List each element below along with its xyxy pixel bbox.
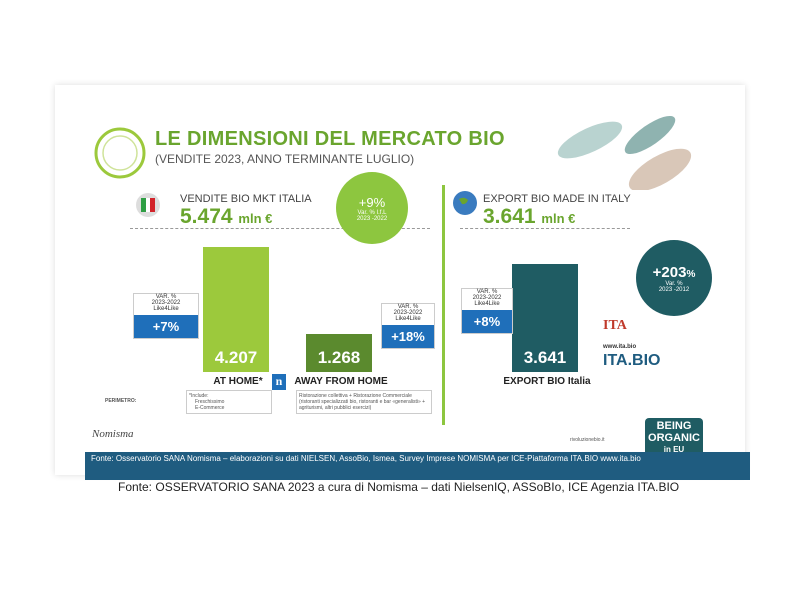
perimetro: PERIMETRO: xyxy=(105,398,137,404)
var-note: Like4Like xyxy=(395,316,421,322)
growth-suffix: % xyxy=(686,268,696,280)
nomisma-icon: n xyxy=(272,374,286,390)
line: BEING xyxy=(656,420,692,432)
nomisma-logo: Nomisma xyxy=(92,428,134,440)
growth-note: Var. % xyxy=(665,280,683,287)
away-note: Ristorazione collettiva + Ristorazione C… xyxy=(296,390,432,414)
line: ORGANIC xyxy=(648,432,700,444)
subtitle: (VENDITE 2023, ANNO TERMINANTE LUGLIO) xyxy=(155,152,415,166)
note-line: E-Commerce xyxy=(195,405,225,411)
globe-icon xyxy=(453,191,477,215)
var-box: VAR. % 2023-2022 Like4Like +8% xyxy=(461,288,513,334)
bio-logo xyxy=(94,127,146,179)
separator xyxy=(442,185,445,425)
var-title: VAR. % xyxy=(155,294,177,300)
footer: Fonte: Osservatorio SANA Nomisma – elabo… xyxy=(85,452,750,480)
unit: mln € xyxy=(541,211,576,226)
var-box: VAR. % 2023-2022 Like4Like +18% xyxy=(381,303,435,349)
var-note: Like4Like xyxy=(474,301,500,307)
growth-note: Var. % I.f.L xyxy=(357,209,387,216)
var-value: +8% xyxy=(462,310,512,333)
growth-value: +9% xyxy=(358,194,386,210)
category-label: EXPORT BIO Italia xyxy=(503,376,591,387)
var-period: 2023-2022 xyxy=(393,310,423,316)
var-value: +18% xyxy=(382,325,434,348)
var-title: VAR. % xyxy=(476,289,498,295)
leaves xyxy=(557,115,692,190)
divider xyxy=(460,228,630,229)
export-total: 3.641 mln € xyxy=(483,205,575,229)
value: 3.641 xyxy=(483,205,536,228)
line: in EU xyxy=(663,445,685,454)
export-growth-circle: +203% Var. % 2023 -2012 xyxy=(636,240,712,316)
caption: Fonte: OSSERVATORIO SANA 2023 a cura di … xyxy=(118,480,680,494)
growth-period: 2023 -2022 xyxy=(356,215,388,222)
italia-total: 5.474 mln € xyxy=(180,205,272,229)
growth-circle: +9% Var. % I.f.L 2023 -2022 xyxy=(336,172,408,244)
bar: 1.268 xyxy=(306,334,372,372)
value-label: 4.207 xyxy=(214,347,258,367)
flag-icon xyxy=(136,193,160,217)
divider xyxy=(130,228,430,229)
site: rivoluzionebio.it xyxy=(570,437,605,443)
title: LE DIMENSIONI DEL MERCATO BIO xyxy=(155,128,505,150)
note-line: Freschissimo xyxy=(195,399,225,405)
note-line: *Include: xyxy=(189,393,209,399)
category-label: AT HOME* xyxy=(213,376,263,387)
value-label: 1.268 xyxy=(317,347,361,367)
italia-label: VENDITE BIO MKT ITALIA xyxy=(180,193,312,205)
category-label: AWAY FROM HOME xyxy=(294,376,388,387)
growth-period: 2023 -2012 xyxy=(658,286,690,293)
growth-value: +203 xyxy=(652,263,687,281)
var-period: 2023-2022 xyxy=(472,295,502,301)
value-label: 3.641 xyxy=(523,347,567,367)
at-home-note: *Include: Freschissimo E-Commerce xyxy=(186,390,272,414)
ita-bio: ITA.BIO xyxy=(603,352,661,369)
export-label: EXPORT BIO MADE IN ITALY xyxy=(483,193,631,205)
var-title: VAR. % xyxy=(397,304,419,310)
var-note: Like4Like xyxy=(153,306,179,312)
ita-site: www.ita.bio xyxy=(603,344,637,350)
bar: 3.641 xyxy=(512,263,578,372)
value: 5.474 xyxy=(180,205,233,228)
var-box: VAR. % 2023-2022 Like4Like +7% xyxy=(133,293,199,339)
var-value: +7% xyxy=(134,315,198,338)
bar: 4.207 xyxy=(203,247,269,372)
ita-logo: ITA xyxy=(603,318,627,333)
unit: mln € xyxy=(238,211,273,226)
var-period: 2023-2022 xyxy=(151,300,181,306)
